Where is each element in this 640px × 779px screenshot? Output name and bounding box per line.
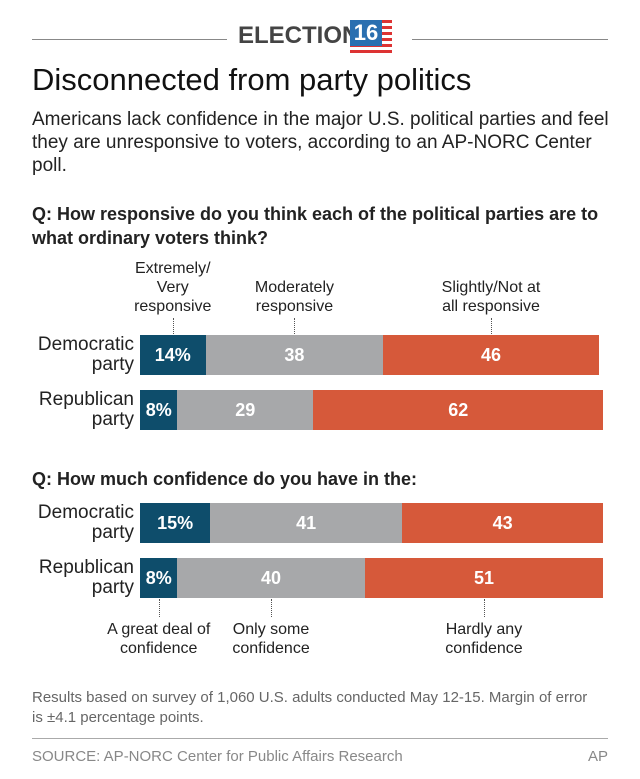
bar [140, 558, 178, 598]
value-label: 51 [473, 568, 494, 588]
title: Disconnected from party politics [32, 62, 472, 97]
bar [140, 390, 178, 430]
logo: ELECTION [238, 22, 360, 49]
source: SOURCE: AP-NORC Center for Public Affair… [32, 748, 403, 765]
leader [158, 599, 160, 617]
leader [271, 599, 273, 617]
bar [313, 390, 604, 430]
rule [32, 738, 608, 739]
bar [205, 335, 384, 375]
legend-label: Hardly any confidence [445, 621, 523, 657]
value-label: 29 [235, 400, 256, 420]
subtitle: Americans lack confidence in the major U… [32, 109, 609, 176]
bar [140, 335, 206, 375]
legend-label: Extremely/ Very responsive [134, 260, 212, 315]
value-label: 14% [154, 345, 191, 365]
leader [491, 318, 492, 334]
category-label: Republican party [38, 389, 134, 430]
value-label: 40 [261, 568, 282, 588]
category-label: Democratic party [37, 334, 134, 375]
leader [172, 318, 174, 334]
question: Q: How much confidence do you have in th… [32, 469, 418, 489]
bar [177, 558, 365, 598]
category-label: Democratic party [37, 502, 134, 543]
leader [483, 599, 485, 617]
value-label: 43 [492, 513, 513, 533]
bar [210, 503, 403, 543]
bar [383, 335, 599, 375]
leader [294, 318, 296, 334]
value-label: 8% [145, 568, 172, 588]
logo-number: 16 [350, 20, 382, 46]
value-label: 62 [448, 400, 469, 420]
legend-label: Only some confidence [232, 621, 310, 657]
notes: Results based on survey of 1,060 U.S. ad… [32, 689, 588, 726]
legend-label: A great deal of confidence [107, 621, 211, 657]
value-label: 41 [296, 513, 317, 533]
legend-label: Moderately responsive [254, 279, 335, 315]
value-label: 8% [145, 400, 172, 420]
rule [32, 39, 227, 40]
question: Q: How responsive do you think each of t… [32, 204, 599, 248]
value-label: 46 [480, 345, 501, 365]
bar [140, 503, 211, 543]
bar [177, 390, 314, 430]
value-label: 38 [284, 345, 305, 365]
bar [402, 503, 604, 543]
value-label: 15% [157, 513, 194, 533]
legend-label: Slightly/Not at all responsive [441, 279, 541, 315]
category-label: Republican party [38, 557, 134, 598]
rule [412, 39, 608, 40]
bar [364, 558, 604, 598]
credit: AP [587, 748, 608, 765]
